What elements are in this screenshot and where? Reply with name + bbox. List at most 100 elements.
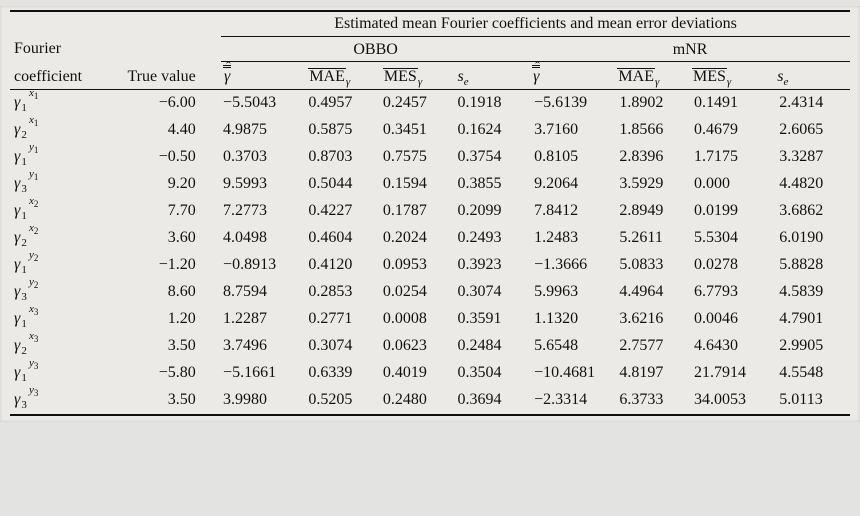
mnr-col-1: 3.5929 xyxy=(615,171,690,198)
table-row: γ1x31.201.22870.27710.00080.35911.13203.… xyxy=(10,306,850,333)
header-mnr-mes: MESγ xyxy=(690,61,775,89)
gap xyxy=(200,117,221,144)
obbo-col-0: 9.5993 xyxy=(221,171,306,198)
obbo-col-0: 7.2773 xyxy=(221,198,306,225)
mnr-col-1: 2.8949 xyxy=(615,198,690,225)
gap xyxy=(200,144,221,171)
obbo-col-3: 0.2493 xyxy=(456,225,531,252)
obbo-col-0: −0.8913 xyxy=(221,252,306,279)
obbo-col-0: −5.5043 xyxy=(221,90,306,117)
group-obbo-text: OBBO xyxy=(353,41,397,58)
header-mnr-gammahat: γ xyxy=(530,61,615,89)
true-value: 3.50 xyxy=(112,387,199,414)
obbo-col-0: 0.3703 xyxy=(221,144,306,171)
obbo-col-3: 0.3694 xyxy=(456,387,531,414)
obbo-col-2: 0.2480 xyxy=(381,387,456,414)
obbo-col-3: 0.2484 xyxy=(456,333,531,360)
header-fourier-line2: coefficient xyxy=(10,61,112,89)
mnr-col-0: 0.8105 xyxy=(530,144,615,171)
mnr-col-0: 1.2483 xyxy=(530,225,615,252)
table-row: γ2x33.503.74960.30740.06230.24845.65482.… xyxy=(10,333,850,360)
coef-label: γ2x3 xyxy=(10,333,112,360)
header-span-title-text: Estimated mean Fourier coefficients and … xyxy=(334,15,737,32)
obbo-col-3: 0.3591 xyxy=(456,306,531,333)
mnr-col-2: 34.0053 xyxy=(690,387,775,414)
true-value: 1.20 xyxy=(112,306,199,333)
mnr-col-0: −5.6139 xyxy=(530,90,615,117)
coef-label: γ1x2 xyxy=(10,198,112,225)
header-obbo-se: se xyxy=(456,61,531,89)
mnr-col-2: 0.000 xyxy=(690,171,775,198)
mnr-col-3: 4.7901 xyxy=(775,306,850,333)
obbo-col-2: 0.1787 xyxy=(381,198,456,225)
mnr-col-3: 3.3287 xyxy=(775,144,850,171)
true-value: 3.60 xyxy=(112,225,199,252)
group-obbo: OBBO xyxy=(221,37,530,61)
coef-label: γ3y1 xyxy=(10,171,112,198)
obbo-col-0: 8.7594 xyxy=(221,279,306,306)
mnr-col-3: 5.0113 xyxy=(775,387,850,414)
mnr-col-2: 1.7175 xyxy=(690,144,775,171)
mae-text: MAE xyxy=(309,68,345,85)
obbo-col-2: 0.1594 xyxy=(381,171,456,198)
obbo-col-1: 0.3074 xyxy=(306,333,381,360)
mnr-col-1: 5.2611 xyxy=(615,225,690,252)
header-span-title: Estimated mean Fourier coefficients and … xyxy=(221,12,850,37)
mes-sub-2: γ xyxy=(727,76,731,88)
mnr-col-1: 2.7577 xyxy=(615,333,690,360)
mnr-col-0: −2.3314 xyxy=(530,387,615,414)
obbo-col-0: 1.2287 xyxy=(221,306,306,333)
mnr-col-0: −10.4681 xyxy=(530,360,615,387)
coef-label: γ1x3 xyxy=(10,306,112,333)
gap xyxy=(200,387,221,414)
coef-label: γ1y2 xyxy=(10,252,112,279)
se-base: s xyxy=(458,68,464,85)
gap xyxy=(200,171,221,198)
gap xyxy=(200,225,221,252)
gamma-hat-symbol-2: γ xyxy=(533,68,539,85)
table-row: γ2x23.604.04980.46040.20240.24931.24835.… xyxy=(10,225,850,252)
gamma-hat-symbol: γ xyxy=(224,68,230,85)
true-value: −1.20 xyxy=(112,252,199,279)
obbo-col-0: 4.0498 xyxy=(221,225,306,252)
mnr-col-3: 2.6065 xyxy=(775,117,850,144)
mnr-col-1: 4.8197 xyxy=(615,360,690,387)
mnr-col-2: 0.0278 xyxy=(690,252,775,279)
group-mnr-text: mNR xyxy=(673,41,708,58)
mnr-col-3: 2.4314 xyxy=(775,90,850,117)
coef-label: γ3y3 xyxy=(10,387,112,414)
mnr-col-2: 0.0199 xyxy=(690,198,775,225)
mnr-col-2: 0.0046 xyxy=(690,306,775,333)
gap xyxy=(200,306,221,333)
obbo-col-0: 4.9875 xyxy=(221,117,306,144)
mnr-col-0: 9.2064 xyxy=(530,171,615,198)
true-value: 9.20 xyxy=(112,171,199,198)
mnr-col-3: 6.0190 xyxy=(775,225,850,252)
header-fourier-line1: Fourier xyxy=(10,12,112,61)
mnr-col-1: 3.6216 xyxy=(615,306,690,333)
mnr-col-0: −1.3666 xyxy=(530,252,615,279)
table-row: γ1x1−6.00−5.50430.49570.24570.1918−5.613… xyxy=(10,90,850,117)
table-row: γ2x14.404.98750.58750.34510.16243.71601.… xyxy=(10,117,850,144)
mnr-col-0: 5.6548 xyxy=(530,333,615,360)
mnr-col-3: 3.6862 xyxy=(775,198,850,225)
obbo-col-3: 0.2099 xyxy=(456,198,531,225)
mnr-col-1: 2.8396 xyxy=(615,144,690,171)
obbo-col-3: 0.3754 xyxy=(456,144,531,171)
obbo-col-2: 0.0254 xyxy=(381,279,456,306)
true-value: −5.80 xyxy=(112,360,199,387)
obbo-col-1: 0.5875 xyxy=(306,117,381,144)
header-mnr-se: se xyxy=(775,61,850,89)
obbo-col-2: 0.0953 xyxy=(381,252,456,279)
mnr-col-3: 4.5839 xyxy=(775,279,850,306)
mnr-col-0: 5.9963 xyxy=(530,279,615,306)
header-true-value: True value xyxy=(112,61,199,89)
obbo-col-3: 0.3855 xyxy=(456,171,531,198)
obbo-col-3: 0.1918 xyxy=(456,90,531,117)
table-row: γ3y28.608.75940.28530.02540.30745.99634.… xyxy=(10,279,850,306)
mae-text-2: MAE xyxy=(618,68,654,85)
se-base-2: s xyxy=(777,68,783,85)
fourier-table: Fourier Estimated mean Fourier coefficie… xyxy=(10,10,850,416)
mes-text-2: MES xyxy=(693,68,726,85)
table-row: γ1y1−0.500.37030.87030.75750.37540.81052… xyxy=(10,144,850,171)
